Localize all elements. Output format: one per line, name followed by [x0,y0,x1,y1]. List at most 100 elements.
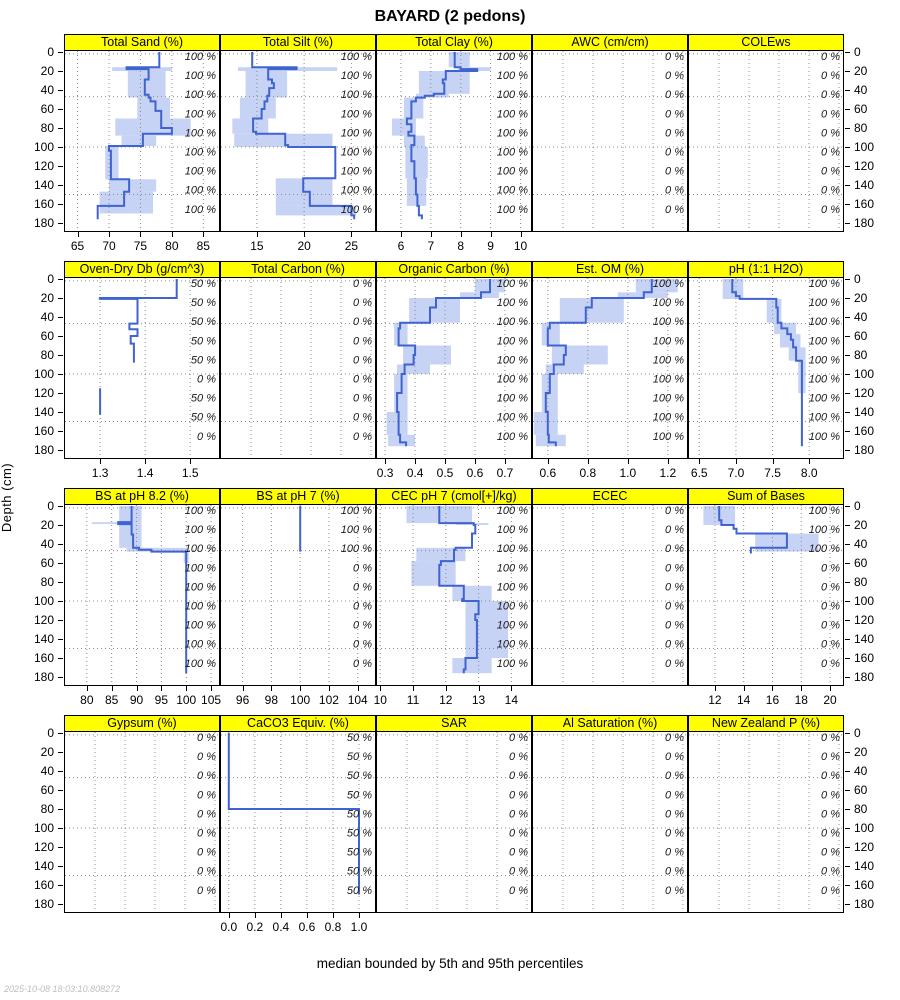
x-tick [171,232,173,237]
depth-tick-label: 140 [854,632,875,646]
x-tick [772,686,774,691]
sample-percent-label: 0 % [353,335,372,347]
panel-colews: COLEws 0 % 0 % 0 % 0 % 0 % 0 % 0 % 0 % 0 % [688,34,844,261]
x-tick-label: 105 [201,693,222,707]
panel-plot: 0 % 0 % 0 % 0 % 0 % 0 % 0 % 0 % 0 % [377,732,531,912]
panel-plot: 0 % 0 % 0 % 0 % 0 % 0 % 0 % 0 % 0 % [221,278,375,458]
sample-percent-label: 100 % [809,354,840,366]
depth-tick [58,355,63,356]
sample-percent-label: 0 % [821,166,840,178]
x-axis: 0.3 0.4 0.5 0.6 0.7 [376,459,532,488]
percentile-band [127,71,166,98]
x-tick [161,686,163,691]
depth-tick-label: 20 [854,291,868,305]
percentile-band [386,412,408,435]
depth-tick [845,147,850,148]
sample-percent-label: 0 % [509,828,528,840]
depth-tick-label: 120 [854,159,875,173]
depth-axis-left: 0 20 40 60 80 100 120 140 160 180 [16,261,64,458]
depth-tick [845,279,850,280]
sample-percent-label: 0 % [821,866,840,878]
sample-percent-label: 0 % [821,581,840,593]
sample-percent-label: 0 % [665,543,684,555]
x-tick-label: 0.5 [436,466,454,480]
x-tick-label: 0.8 [579,466,597,480]
sample-percent-label: 0 % [665,70,684,82]
panel-grid: 0 20 40 60 80 100 120 140 160 180 Total Sand (%) 10… [16,34,884,942]
sample-percent-label: 0 % [821,885,840,897]
sample-percent-label: 0 % [821,658,840,670]
depth-tick-label: 120 [854,386,875,400]
depth-tick-label: 0 [854,726,861,740]
depth-tick-label: 60 [854,783,868,797]
depth-tick [845,525,850,526]
sample-percent-label: 0 % [821,127,840,139]
x-axis: 96 98 100 102 104 [220,686,376,715]
x-tick [445,459,446,464]
x-tick-label: 12 [439,693,453,707]
sample-percent-label: 0 % [197,808,216,820]
x-axis: 6.5 7.0 7.5 8.0 [688,459,844,488]
depth-tick-label: 100 [854,821,875,835]
sample-percent-label: 100 % [809,393,840,405]
sample-percent-label: 100 % [809,374,840,386]
panel-al-saturation: Al Saturation (%) 0 % 0 % 0 % 0 % 0 % 0 % 0 % 0 … [532,715,688,942]
sample-percent-label: 0 % [197,732,216,744]
x-tick [280,913,282,918]
x-axis: 1.3 1.4 1.5 [64,459,220,488]
panel-plot: 0 % 0 % 0 % 0 % 0 % 0 % 0 % 0 % 0 % [533,505,687,685]
sample-percent-label: 100 % [341,166,372,178]
sample-percent-label: 50 % [191,297,216,309]
sample-percent-label: 0 % [821,70,840,82]
sample-percent-label: 0 % [353,354,372,366]
sample-percent-label: 100 % [497,166,528,178]
panel-plot: 100 % 100 % 100 % 100 % 100 % 100 % 100 % 100 %… [65,505,219,685]
x-tick [415,459,417,464]
sample-percent-label: 50 % [347,885,372,897]
sample-percent-label: 100 % [497,316,528,328]
sample-percent-label: 0 % [665,601,684,613]
percentile-band [388,434,416,447]
sample-percent-label: 100 % [185,166,216,178]
depth-tick-label: 100 [33,821,54,835]
panel-awc-cm-cm: AWC (cm/cm) 0 % 0 % 0 % 0 % 0 % 0 % 0 % 0 % 0 % [532,34,688,261]
x-axis: 0.6 0.8 1.0 1.2 [532,459,688,488]
panel-row: 0 20 40 60 80 100 120 140 160 180 BS at pH 8.2 (%)… [16,488,884,715]
depth-tick [845,185,850,186]
x-tick-label: 95 [154,693,169,707]
sample-percent-label: 100 % [497,562,528,574]
x-tick [109,232,110,237]
depth-tick-label: 80 [40,121,54,135]
sample-percent-label: 100 % [809,524,840,536]
depth-tick-label: 180 [854,216,875,230]
x-tick-label: 7.0 [727,466,745,480]
sample-percent-label: 0 % [821,562,840,574]
median-line [251,52,356,220]
depth-axis-left: 0 20 40 60 80 100 120 140 160 180 [16,488,64,685]
depth-tick-label: 0 [854,272,861,286]
depth-tick-label: 0 [854,45,861,59]
sample-percent-label: 0 % [665,789,684,801]
panel-row: 0 20 40 60 80 100 120 140 160 180 Total Sand (%) 10… [16,34,884,261]
depth-tick [845,298,850,299]
sample-percent-label: 0 % [353,620,372,632]
sample-percent-label: 0 % [821,789,840,801]
panel-header: Total Sand (%) [64,34,220,51]
sample-percent-label: 100 % [497,335,528,347]
x-tick [460,232,462,237]
depth-tick-label: 180 [854,443,875,457]
x-tick [351,232,353,237]
x-tick-label: 0.6 [298,920,316,934]
depth-tick-label: 160 [854,197,875,211]
sample-percent-label: 100 % [809,431,840,443]
x-tick-label: 0.8 [324,920,342,934]
depth-tick [58,733,63,734]
depth-tick [58,752,63,753]
sample-percent-label: 0 % [509,732,528,744]
sample-percent-label: 100 % [653,354,684,366]
depth-tick [58,885,63,886]
depth-tick-label: 140 [854,859,875,873]
x-tick [830,686,832,691]
depth-tick-label: 60 [854,102,868,116]
depth-tick [58,904,63,905]
